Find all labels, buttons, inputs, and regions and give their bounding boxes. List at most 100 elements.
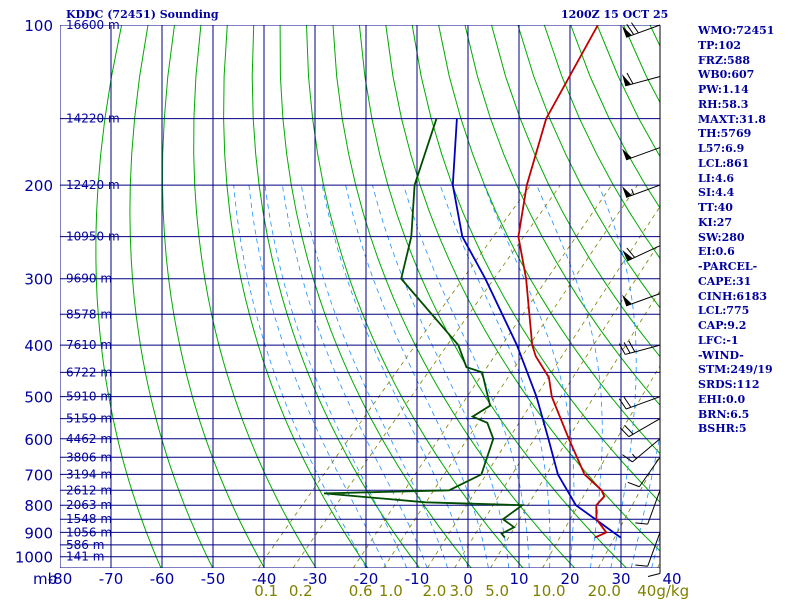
index-row: BSHR:5	[698, 422, 747, 436]
moist-adiabat	[403, 184, 530, 568]
wind-barb-feather	[618, 343, 626, 355]
wind-barb-feather	[627, 481, 640, 488]
wind-barb	[622, 72, 661, 87]
wind-barb-feather	[635, 564, 648, 567]
mixing-ratio-line	[257, 184, 531, 568]
moist-adiabat	[321, 185, 469, 568]
wind-barb	[627, 456, 661, 488]
mixing-ratio-label: 10.0	[532, 582, 565, 600]
dry-adiabat	[438, 25, 660, 455]
mixing-ratio-line	[490, 289, 660, 568]
pressure-tick-label: 200	[24, 177, 53, 195]
pressure-unit-label: mb	[33, 570, 57, 588]
index-row: MAXT:31.8	[698, 112, 766, 126]
height-label: 3194 m	[66, 467, 112, 481]
wind-barb	[622, 293, 661, 307]
wind-barb-feather	[647, 572, 661, 577]
moist-adiabat	[248, 185, 387, 568]
index-row: BRN:6.5	[698, 407, 750, 421]
mixing-ratio-label: 0.6	[349, 582, 373, 600]
temperature-tick-label: -10	[405, 570, 430, 588]
mixing-ratio-label: 40g/kg	[637, 582, 689, 600]
wind-barb-half-feather	[632, 453, 637, 460]
index-row: TP:102	[698, 38, 742, 52]
height-label: 5159 m	[66, 412, 112, 426]
wind-barb-staff	[626, 184, 661, 198]
temperature-tick-label: 0	[463, 570, 473, 588]
wind-barb-staff	[626, 396, 661, 410]
valid-time: 1200Z 15 OCT 25	[561, 8, 669, 21]
chart-grid	[60, 25, 660, 568]
temperature-tick-label: 30	[611, 570, 630, 588]
dry-adiabat	[279, 25, 472, 568]
wind-barb-flag	[622, 74, 632, 86]
index-row: -PARCEL-	[698, 260, 758, 273]
moist-adiabat	[233, 185, 367, 568]
wind-barb	[622, 438, 661, 463]
dry-adiabat	[193, 25, 317, 568]
height-label: 16600 m	[66, 18, 120, 32]
mixing-ratio-label: 5.0	[485, 582, 509, 600]
temperature-tick-label: -50	[201, 570, 226, 588]
height-label: 10950 m	[66, 230, 120, 244]
wind-barb-staff	[647, 490, 661, 525]
wind-barb-staff	[632, 438, 661, 463]
height-label: 14220 m	[66, 112, 120, 126]
index-row: RH:58.3	[698, 97, 749, 111]
sounding-lines	[323, 25, 622, 539]
index-row: FRZ:588	[698, 53, 751, 67]
temperature-tick-label: 10	[509, 570, 528, 588]
index-row: WMO:72451	[698, 24, 775, 37]
temperature-tick-label: -20	[354, 570, 379, 588]
pressure-tick-label: 700	[24, 466, 53, 484]
index-row: STM:249/19	[698, 363, 773, 377]
index-row: SI:4.4	[698, 186, 735, 200]
moist-adiabat	[598, 184, 637, 568]
wind-barb-feather	[626, 72, 634, 85]
index-row: CINH:6183	[698, 289, 768, 303]
index-row: CAP:9.2	[698, 319, 747, 332]
index-row: LCL:861	[698, 156, 750, 170]
wind-barbs	[618, 22, 661, 577]
chart-title: KDDC (72451) Sounding	[66, 8, 219, 21]
temperature-tick-label: -80	[48, 570, 73, 588]
wind-barb-feather	[619, 427, 630, 438]
dry-adiabat	[95, 25, 162, 568]
height-label: 5910 m	[66, 390, 112, 404]
moist-adiabat	[264, 185, 408, 568]
stability-indices: WMO:72451 TP:102 FRZ:588 WB0:607 PW:1.14 RH:5…	[698, 24, 800, 437]
index-row: WB0:607	[698, 68, 755, 82]
wind-barb-feather	[618, 398, 627, 410]
mixing-ratio-line	[292, 184, 561, 568]
pressure-tick-label: 100	[24, 17, 53, 35]
wind-barb	[647, 537, 661, 577]
mixing-ratio-label: 20.0	[588, 582, 621, 600]
wind-barb	[618, 396, 661, 410]
wind-barb	[622, 245, 661, 262]
dry-adiabat	[517, 25, 660, 309]
index-row: L57:6.9	[698, 142, 745, 155]
wind-barb	[619, 418, 661, 438]
index-row: -WIND-	[698, 348, 744, 362]
wind-barb-staff	[638, 456, 661, 488]
temperature-line	[517, 25, 608, 539]
index-row: LI:4.6	[698, 171, 735, 185]
wind-barb-staff	[647, 532, 661, 567]
mixing-ratio-line	[352, 184, 613, 568]
dry-adiabat	[129, 25, 214, 568]
index-row: KI:27	[698, 215, 733, 229]
wind-barb	[635, 532, 661, 567]
moist-adiabat	[439, 184, 551, 568]
wind-barb	[635, 490, 661, 525]
pressure-tick-label: 900	[24, 524, 53, 542]
moist-adiabat	[536, 184, 603, 568]
dry-adiabat	[332, 25, 576, 568]
wind-barb-feather	[626, 24, 635, 35]
dry-adiabat	[491, 25, 660, 358]
height-label: 2063 m	[66, 498, 112, 512]
index-row: LCL:775	[698, 304, 750, 318]
wind-barb-feather	[622, 454, 633, 463]
height-label: 7610 m	[66, 338, 112, 352]
